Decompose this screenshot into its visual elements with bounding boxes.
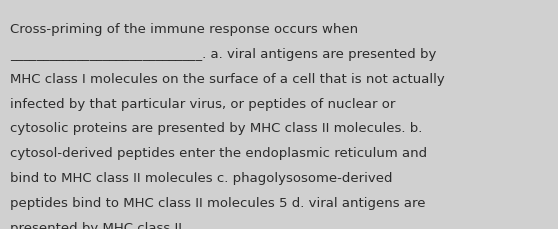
Text: bind to MHC class II molecules c. phagolysosome-derived: bind to MHC class II molecules c. phagol… (10, 171, 392, 184)
Text: infected by that particular virus, or peptides of nuclear or: infected by that particular virus, or pe… (10, 97, 396, 110)
Text: peptides bind to MHC class II molecules 5 d. viral antigens are: peptides bind to MHC class II molecules … (10, 196, 426, 209)
Text: cytosolic proteins are presented by MHC class II molecules. b.: cytosolic proteins are presented by MHC … (10, 122, 422, 135)
Text: cytosol-derived peptides enter the endoplasmic reticulum and: cytosol-derived peptides enter the endop… (10, 147, 427, 160)
Text: MHC class I molecules on the surface of a cell that is not actually: MHC class I molecules on the surface of … (10, 72, 445, 85)
Text: Cross-priming of the immune response occurs when: Cross-priming of the immune response occ… (10, 23, 358, 36)
Text: presented by MHC class II: presented by MHC class II (10, 221, 182, 229)
Text: _____________________________. a. viral antigens are presented by: _____________________________. a. viral … (10, 48, 436, 61)
